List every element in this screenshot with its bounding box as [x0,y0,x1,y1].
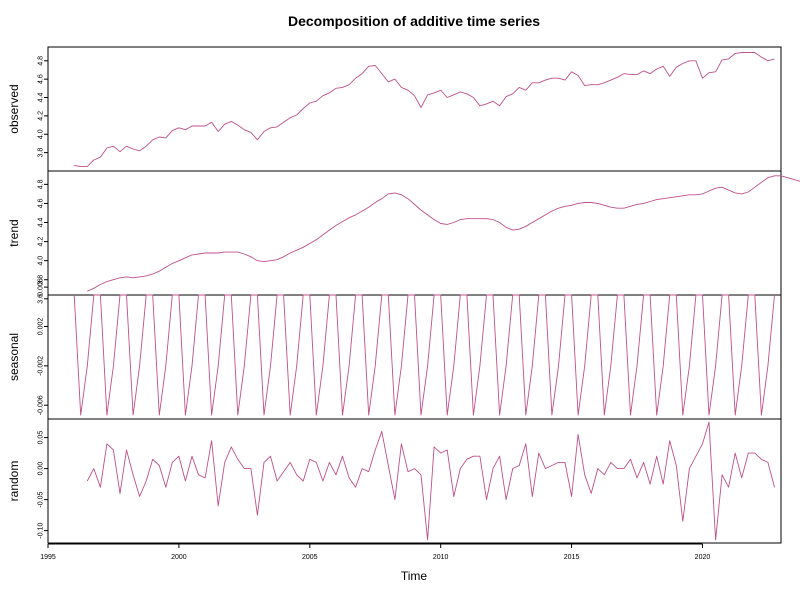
y-axis-label-trend: trend [7,219,21,246]
y-tick-label: 3.8 [38,275,45,285]
panels-group: 3.8 4.0 4.2 4.4 4.6 4.8 observed 3.6 3.8 4.0 4.2 4.… [7,46,800,544]
y-tick-label: 4.4 [38,93,45,103]
y-tick-label: 4.2 [38,237,45,247]
y-tick-label: 0.00 [38,462,45,476]
x-tick-label: 2005 [302,554,318,561]
x-axis-label: Time [401,569,428,583]
x-tick-label: 2000 [171,554,187,561]
y-tick-label: 4.2 [38,111,45,121]
x-tick-label: 1995 [40,554,56,561]
chart-title: Decomposition of additive time series [288,13,540,29]
y-tick-label: 4.0 [38,256,45,266]
y-tick-label: 3.8 [38,148,45,158]
y-tick-label: -0.002 [38,356,45,376]
panel-frame [47,418,782,544]
y-axis-label-random: random [7,461,21,502]
y-tick-label: -0.05 [38,492,45,508]
panel-frame [47,170,782,296]
series-line-seasonal [73,294,775,416]
x-tick-label: 2020 [695,554,711,561]
series-line-random [86,421,775,541]
y-tick-label: 4.8 [38,179,45,189]
y-tick-label: 0.05 [38,431,45,445]
series-line-trend [87,175,800,292]
series-line-observed [74,52,775,167]
y-tick-label: 4.6 [38,74,45,84]
y-tick-label: 4.6 [38,198,45,208]
panel-seasonal: -0.006 -0.002 0.002 0.006 seasonal [7,278,782,420]
y-tick-label: 0.002 [38,318,45,336]
y-tick-label: -0.10 [38,523,45,539]
y-tick-label: 4.4 [38,218,45,228]
panel-trend: 3.6 3.8 4.0 4.2 4.4 4.6 4.8 trend [7,170,800,304]
x-tick-label: 2010 [433,554,449,561]
y-tick-label: 4.8 [38,56,45,66]
y-tick-label: -0.006 [38,395,45,415]
y-tick-label: 3.6 [38,294,45,304]
panel-observed: 3.8 4.0 4.2 4.4 4.6 4.8 observed [7,46,782,172]
panel-random: -0.10 -0.05 0.00 0.05 random [7,418,782,544]
y-axis-label-seasonal: seasonal [7,333,21,381]
y-tick-label: 4.0 [38,129,45,139]
x-tick-label: 2015 [564,554,580,561]
panel-frame [47,294,782,420]
x-axis: 1995 2000 2005 2010 2015 2020 [40,543,711,561]
panel-frame [47,46,782,172]
y-axis-label-observed: observed [7,84,21,133]
y-tick-label: 0.006 [38,278,45,296]
